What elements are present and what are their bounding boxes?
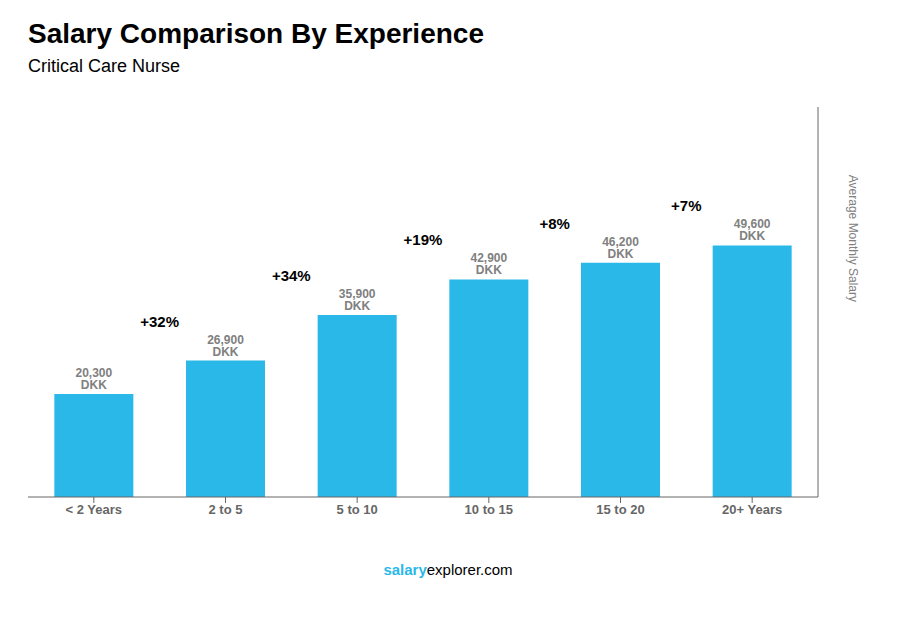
svg-text:2 to 5: 2 to 5 bbox=[209, 502, 243, 517]
svg-text:42,900DKK: 42,900DKK bbox=[470, 251, 507, 277]
svg-text:35,900DKK: 35,900DKK bbox=[339, 287, 376, 313]
svg-text:5 to 10: 5 to 10 bbox=[337, 502, 378, 517]
svg-text:20,300DKK: 20,300DKK bbox=[75, 366, 112, 392]
svg-text:20+ Years: 20+ Years bbox=[722, 502, 782, 517]
svg-text:+32%: +32% bbox=[140, 313, 179, 330]
svg-text:+34%: +34% bbox=[272, 267, 311, 284]
svg-text:< 2 Years: < 2 Years bbox=[66, 502, 123, 517]
svg-text:46,200DKK: 46,200DKK bbox=[602, 235, 639, 261]
svg-text:15 to 20: 15 to 20 bbox=[596, 502, 644, 517]
svg-text:49,600DKK: 49,600DKK bbox=[734, 217, 771, 243]
svg-text:26,900DKK: 26,900DKK bbox=[207, 333, 244, 359]
svg-text:10 to 15: 10 to 15 bbox=[465, 502, 513, 517]
html-text:Salary Comparison By Experienc: Salary Comparison By Experience bbox=[28, 18, 484, 49]
svg-text:+8%: +8% bbox=[539, 215, 569, 232]
svg-text:+7%: +7% bbox=[671, 197, 701, 214]
svg-text:+19%: +19% bbox=[404, 231, 443, 248]
html-text:Critical Care Nurse: Critical Care Nurse bbox=[28, 56, 180, 76]
html-text:salary explorer.com: salary explorer.com bbox=[383, 561, 513, 578]
svg-text:Average Monthly Salary: Average Monthly Salary bbox=[846, 175, 860, 302]
